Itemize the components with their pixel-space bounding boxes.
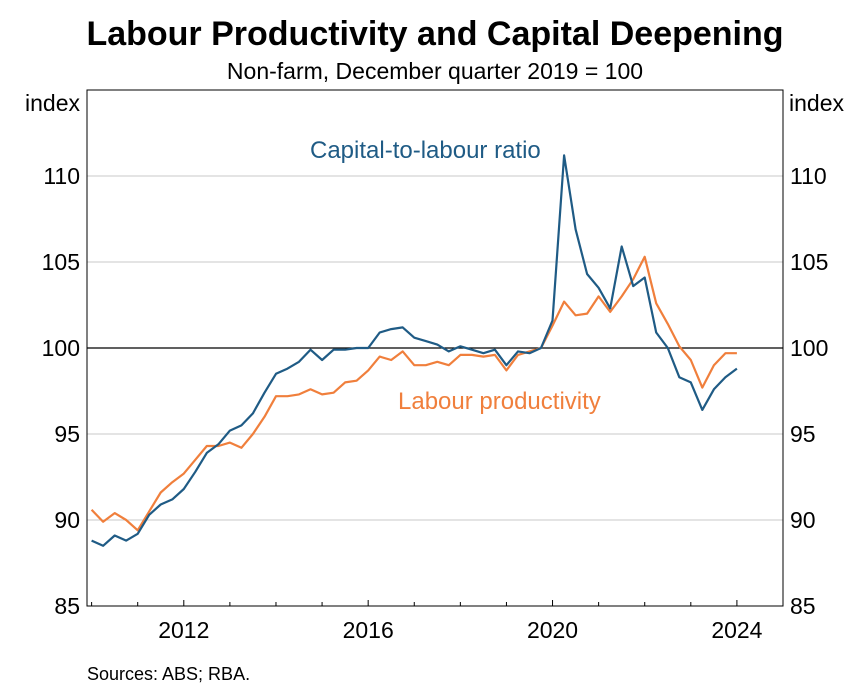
y-tick-left-85: 85 xyxy=(54,593,80,619)
y-tick-left-100: 100 xyxy=(42,335,80,361)
y-axis-left: 85 90 95 100 105 110 xyxy=(42,163,80,619)
y-tick-left-95: 95 xyxy=(54,421,80,447)
x-axis: 2012 2016 2020 2024 xyxy=(91,600,784,643)
y-tick-left-90: 90 xyxy=(54,507,80,533)
chart-title: Labour Productivity and Capital Deepenin… xyxy=(86,15,783,53)
y-tick-right-85: 85 xyxy=(790,593,816,619)
y-tick-right-110: 110 xyxy=(790,163,827,189)
y-tick-left-110: 110 xyxy=(43,163,80,189)
y-tick-right-100: 100 xyxy=(790,335,828,361)
productivity-series-label: Labour productivity xyxy=(398,388,601,415)
capital-series-label: Capital-to-labour ratio xyxy=(310,137,541,164)
capital-series-line xyxy=(91,154,738,547)
y-tick-left-105: 105 xyxy=(42,249,80,275)
y-tick-right-105: 105 xyxy=(790,249,828,275)
series-lines xyxy=(90,154,738,547)
y-axis-right-label: index xyxy=(789,90,844,116)
source-note: Sources: ABS; RBA. xyxy=(87,664,250,684)
plot-frame xyxy=(86,89,784,607)
x-tick-2016: 2016 xyxy=(343,617,394,643)
y-tick-right-95: 95 xyxy=(790,421,816,447)
y-axis-right: 85 90 95 100 105 110 xyxy=(790,163,828,619)
gridlines xyxy=(87,175,783,521)
x-tick-2020: 2020 xyxy=(527,617,578,643)
chart-subtitle: Non-farm, December quarter 2019 = 100 xyxy=(227,58,643,84)
productivity-series-line xyxy=(90,255,737,532)
y-axis-left-label: index xyxy=(25,90,80,116)
y-tick-right-90: 90 xyxy=(790,507,816,533)
x-tick-2012: 2012 xyxy=(158,617,209,643)
x-tick-2024: 2024 xyxy=(711,617,762,643)
